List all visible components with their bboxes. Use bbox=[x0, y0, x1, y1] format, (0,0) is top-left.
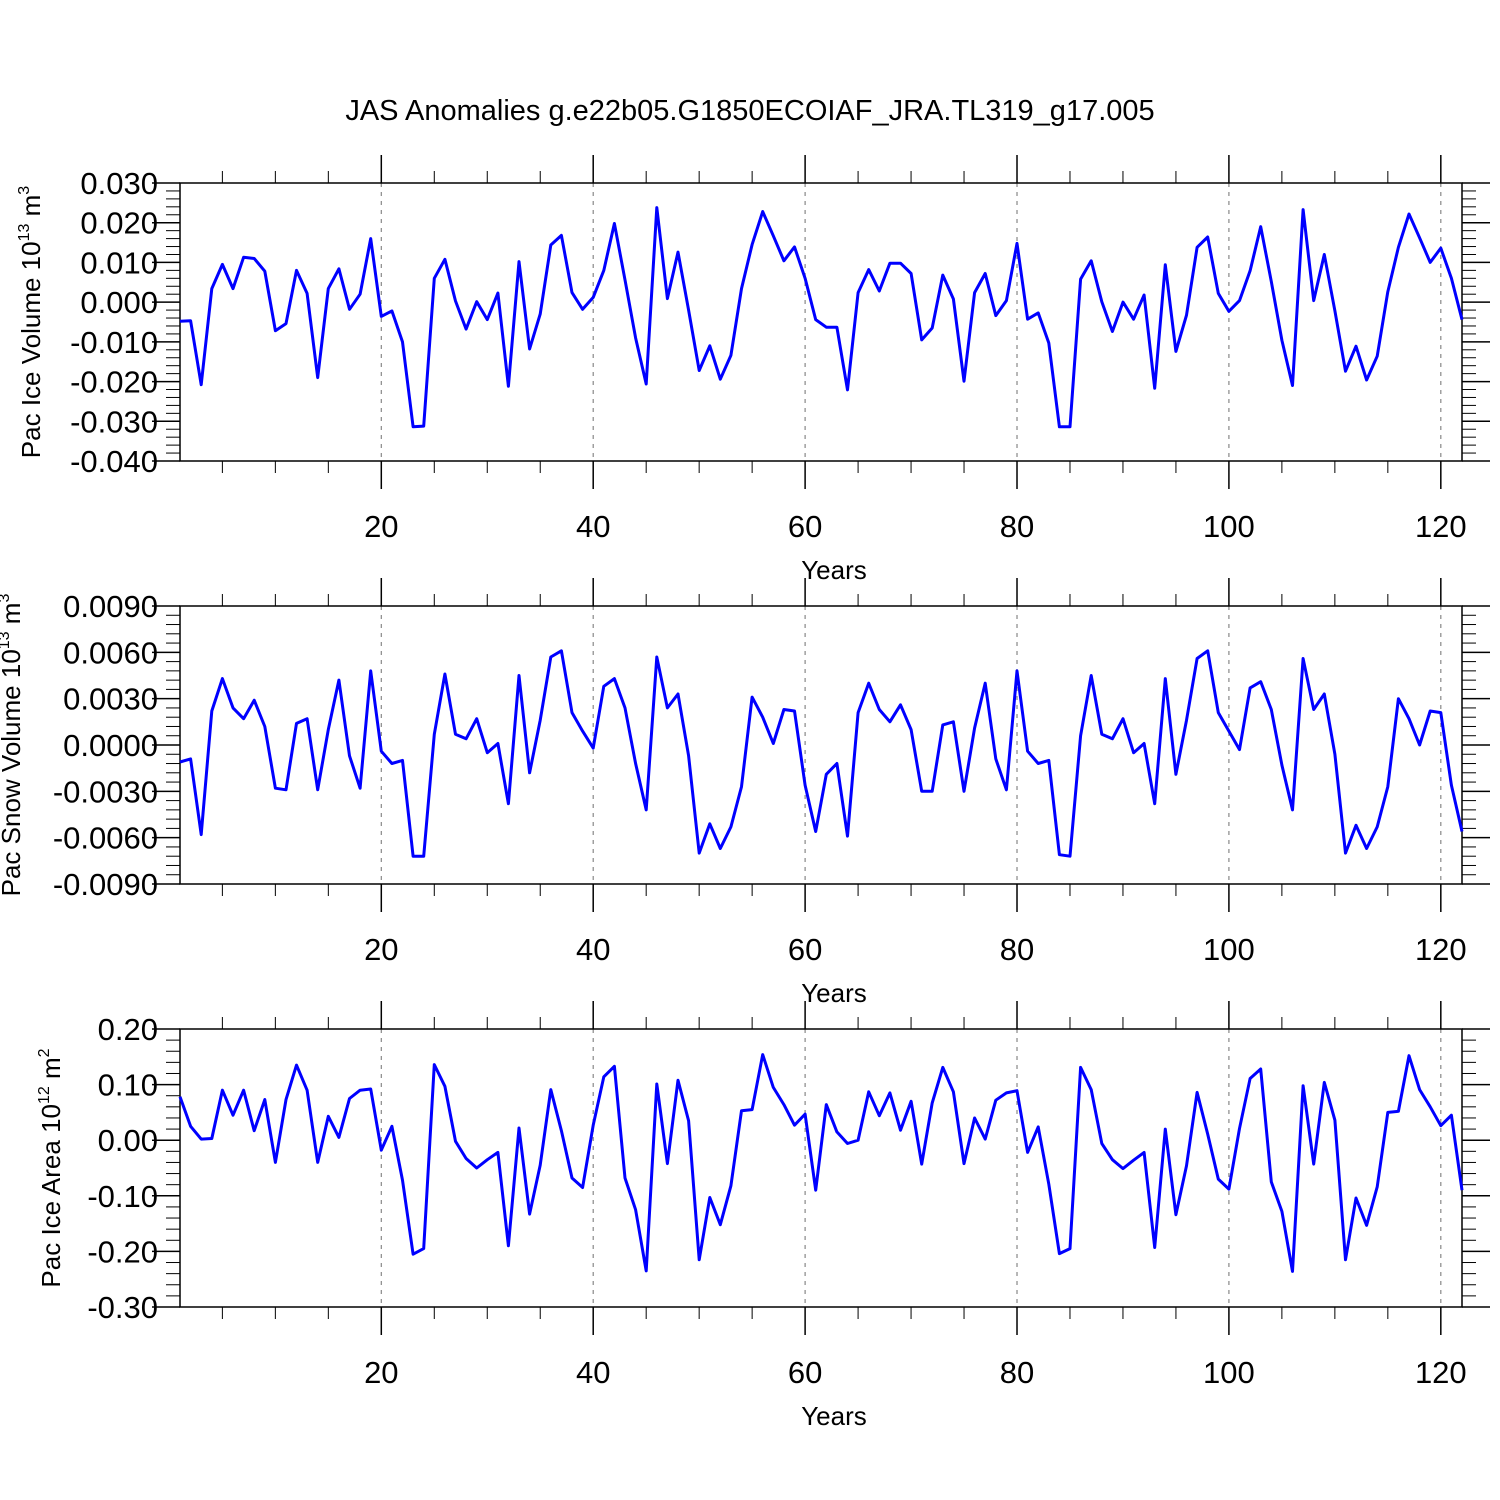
y-tick-label: -0.10 bbox=[87, 1179, 158, 1214]
x-tick-label: 80 bbox=[1000, 932, 1034, 967]
y-tick-label: 0.000 bbox=[80, 285, 158, 320]
series-line bbox=[179, 206, 1464, 429]
x-tick-label: 20 bbox=[364, 932, 398, 967]
y-axis-label-exponent: 13 bbox=[16, 223, 33, 241]
y-tick-label: 0.20 bbox=[98, 1012, 158, 1047]
y-tick-label: 0.0030 bbox=[63, 682, 158, 717]
y-tick-label: 0.10 bbox=[98, 1068, 158, 1103]
y-tick-label: -0.30 bbox=[87, 1290, 158, 1325]
y-tick-label: -0.020 bbox=[70, 365, 158, 400]
x-tick-label: 20 bbox=[364, 1355, 398, 1390]
y-axis-label-exponent: 12 bbox=[36, 1086, 53, 1104]
y-tick-label: 0.0090 bbox=[63, 589, 158, 624]
y-axis-label-unit: m bbox=[36, 1057, 66, 1086]
x-tick-label: 100 bbox=[1203, 1355, 1255, 1390]
y-axis-label: Pac Snow Volume 1013 m3 bbox=[0, 594, 26, 897]
x-tick-label: 80 bbox=[1000, 509, 1034, 544]
x-tick-label: 120 bbox=[1415, 932, 1467, 967]
y-axis-label-exponent: 13 bbox=[0, 631, 13, 649]
figure-title: JAS Anomalies g.e22b05.G1850ECOIAF_JRA.T… bbox=[345, 95, 1154, 127]
y-axis-label-unit-exponent: 3 bbox=[0, 594, 13, 603]
x-tick-label: 60 bbox=[788, 932, 822, 967]
y-tick-label: -0.0030 bbox=[53, 774, 158, 809]
y-tick-label: 0.00 bbox=[98, 1123, 158, 1158]
plot-frame bbox=[179, 182, 1463, 462]
x-tick-label: 100 bbox=[1203, 509, 1255, 544]
y-tick-label: -0.0090 bbox=[53, 867, 158, 902]
y-axis-label: Pac Ice Area 1012 m2 bbox=[36, 1048, 66, 1287]
y-tick-label: 0.010 bbox=[80, 245, 158, 280]
y-tick-label: -0.010 bbox=[70, 325, 158, 360]
x-tick-label: 80 bbox=[1000, 1355, 1034, 1390]
y-axis-label-main: Pac Ice Volume 10 bbox=[16, 241, 46, 458]
x-tick-label: 40 bbox=[576, 932, 610, 967]
x-axis-label: Years bbox=[801, 1401, 867, 1431]
y-tick-label: 0.0060 bbox=[63, 635, 158, 670]
x-axis-label: Years bbox=[801, 978, 867, 1008]
x-tick-label: 100 bbox=[1203, 932, 1255, 967]
y-axis-label: Pac Ice Volume 1013 m3 bbox=[16, 186, 46, 459]
panel-1: 20 40 60 80 100 120 -0.040 -0.030 -0.020 -0.010 0.… bbox=[16, 155, 1490, 585]
panel-2: 20 40 60 80 100 120 -0.0090 -0.0060 -0.0030 0.000… bbox=[0, 578, 1490, 1008]
y-tick-label: 0.0000 bbox=[63, 728, 158, 763]
panels: 20 40 60 80 100 120 -0.040 -0.030 -0.020 -0.010 0.… bbox=[0, 155, 1490, 1431]
y-tick-label: -0.20 bbox=[87, 1234, 158, 1269]
y-tick-label: -0.040 bbox=[70, 444, 158, 479]
x-axis-label: Years bbox=[801, 555, 867, 585]
y-tick-label: 0.030 bbox=[80, 166, 158, 201]
y-axis-label-unit-exponent: 2 bbox=[36, 1048, 53, 1057]
x-tick-label: 40 bbox=[576, 1355, 610, 1390]
y-axis-label-main: Pac Ice Area 10 bbox=[36, 1104, 66, 1288]
y-axis-label-unit: m bbox=[16, 195, 46, 224]
x-tick-label: 60 bbox=[788, 509, 822, 544]
y-axis-label-unit-exponent: 3 bbox=[16, 186, 33, 195]
x-tick-label: 40 bbox=[576, 509, 610, 544]
y-axis-label-unit: m bbox=[0, 603, 26, 632]
panel-3: 20 40 60 80 100 120 -0.30 -0.20 -0.10 0.00 0.10 0.2… bbox=[36, 1001, 1490, 1431]
plot-frame bbox=[179, 1028, 1463, 1308]
x-tick-label: 20 bbox=[364, 509, 398, 544]
x-tick-label: 120 bbox=[1415, 1355, 1467, 1390]
y-tick-label: 0.020 bbox=[80, 206, 158, 241]
x-tick-label: 120 bbox=[1415, 509, 1467, 544]
series-line bbox=[179, 649, 1464, 858]
x-tick-label: 60 bbox=[788, 1355, 822, 1390]
series-line bbox=[178, 1053, 1464, 1273]
plot-frame bbox=[179, 605, 1463, 885]
y-tick-label: -0.030 bbox=[70, 404, 158, 439]
y-tick-label: -0.0060 bbox=[53, 821, 158, 856]
y-axis-label-main: Pac Snow Volume 10 bbox=[0, 649, 26, 896]
